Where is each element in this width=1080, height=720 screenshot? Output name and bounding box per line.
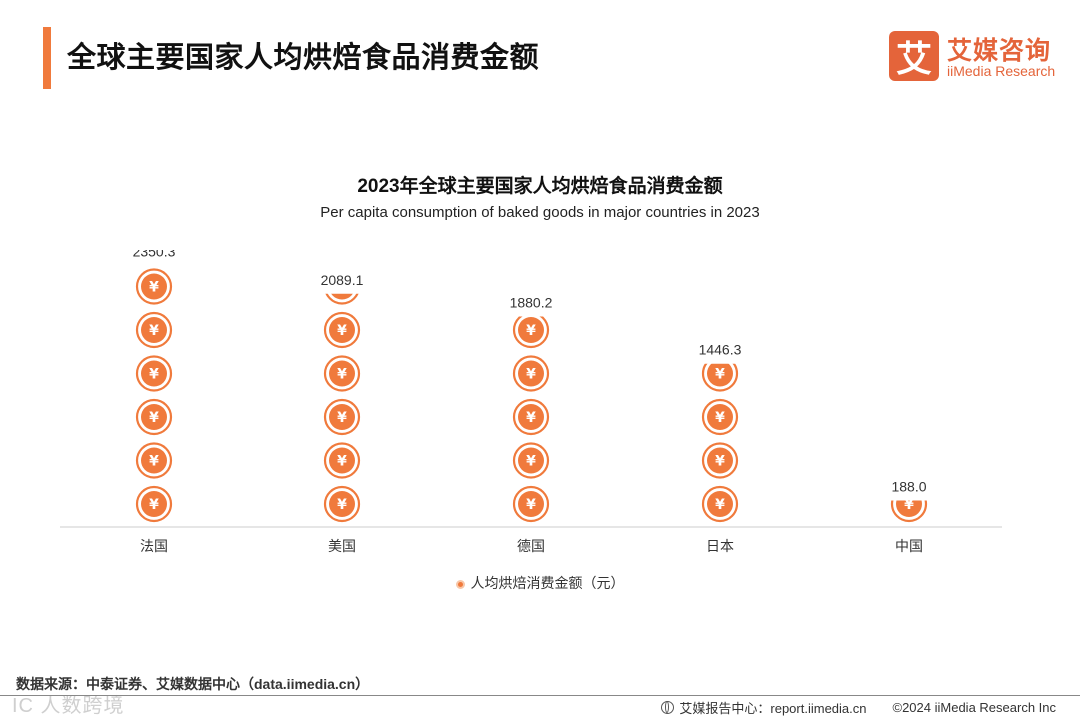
globe-icon bbox=[661, 701, 675, 714]
coin-icon: ¥ bbox=[512, 355, 550, 392]
x-tick-label: 德国 bbox=[517, 538, 545, 554]
coin-icon: ¥ bbox=[323, 311, 361, 349]
bar-德国: ¥ ¥ ¥ ¥ ¥ bbox=[512, 316, 550, 523]
coin-icon: ¥ bbox=[701, 485, 739, 523]
coin-icon: ¥ bbox=[512, 316, 550, 349]
title-accent-bar bbox=[43, 27, 51, 89]
x-tick-label: 日本 bbox=[706, 538, 734, 554]
legend-marker-icon bbox=[455, 579, 465, 589]
bar-中国: ¥ bbox=[890, 497, 928, 523]
svg-text:¥: ¥ bbox=[149, 367, 159, 383]
svg-text:¥: ¥ bbox=[715, 410, 725, 426]
x-tick-label: 美国 bbox=[328, 538, 356, 554]
coin-icon: ¥ bbox=[512, 398, 550, 436]
report-center-link[interactable]: 艾媒报告中心：report.iimedia.cn bbox=[679, 701, 867, 716]
svg-text:¥: ¥ bbox=[337, 323, 347, 339]
chart-subtitle: Per capita consumption of baked goods in… bbox=[320, 204, 760, 221]
svg-text:¥: ¥ bbox=[149, 280, 159, 296]
watermark: IC 人数跨境 bbox=[12, 695, 125, 717]
svg-text:¥: ¥ bbox=[337, 367, 347, 383]
coin-icon: ¥ bbox=[701, 363, 739, 392]
svg-text:¥: ¥ bbox=[526, 367, 536, 383]
data-label: 2089.1 bbox=[321, 272, 364, 288]
coin-icon: ¥ bbox=[512, 485, 550, 523]
svg-text:¥: ¥ bbox=[337, 497, 347, 513]
coin-icon: ¥ bbox=[512, 442, 550, 479]
logo-mark-icon: 艾 bbox=[889, 31, 939, 81]
coin-icon: ¥ bbox=[323, 355, 361, 392]
chart-legend: 人均烘焙消费金额（元） bbox=[0, 573, 1080, 593]
svg-text:¥: ¥ bbox=[715, 454, 725, 470]
data-label: 2350.3 bbox=[133, 250, 176, 259]
coin-icon: ¥ bbox=[701, 442, 739, 479]
bar-美国: ¥ ¥ ¥ ¥ ¥ ¥ bbox=[323, 280, 361, 523]
svg-text:¥: ¥ bbox=[526, 497, 536, 513]
footer-divider bbox=[0, 695, 1080, 696]
svg-text:¥: ¥ bbox=[337, 454, 347, 470]
data-label: 1880.2 bbox=[510, 295, 553, 311]
svg-text:¥: ¥ bbox=[149, 454, 159, 470]
coin-icon: ¥ bbox=[323, 485, 361, 523]
coin-icon: ¥ bbox=[135, 485, 173, 523]
coin-icon: ¥ bbox=[135, 268, 173, 305]
coin-icon: ¥ bbox=[135, 355, 173, 392]
svg-text:¥: ¥ bbox=[149, 410, 159, 426]
x-tick-label: 法国 bbox=[140, 538, 168, 554]
bar-日本: ¥ ¥ ¥ ¥ bbox=[701, 363, 739, 523]
svg-text:¥: ¥ bbox=[337, 410, 347, 426]
svg-text:¥: ¥ bbox=[904, 497, 914, 513]
copyright: ©2024 iiMedia Research Inc bbox=[892, 700, 1057, 715]
coin-icon: ¥ bbox=[323, 398, 361, 436]
svg-text:¥: ¥ bbox=[526, 323, 536, 339]
svg-text:¥: ¥ bbox=[149, 497, 159, 513]
footer-info: 艾媒报告中心：report.iimedia.cn ©2024 iiMedia R… bbox=[661, 698, 1056, 717]
coin-icon: ¥ bbox=[890, 497, 928, 523]
svg-text:¥: ¥ bbox=[337, 280, 347, 296]
coin-icon: ¥ bbox=[135, 442, 173, 479]
brand-logo: 艾 艾媒咨询 iiMedia Research bbox=[889, 31, 1059, 83]
bar-法国: ¥ ¥ ¥ ¥ ¥ ¥ bbox=[135, 268, 173, 523]
chart-title: 2023年全球主要国家人均烘焙食品消费金额 bbox=[357, 176, 723, 197]
data-source: 数据来源：中泰证券、艾媒数据中心（data.iimedia.cn） bbox=[16, 676, 370, 692]
coin-icon: ¥ bbox=[135, 311, 173, 349]
x-tick-label: 中国 bbox=[895, 538, 923, 554]
svg-text:¥: ¥ bbox=[715, 497, 725, 513]
coin-icon: ¥ bbox=[323, 442, 361, 479]
coin-icon: ¥ bbox=[325, 280, 359, 305]
coin-icon: ¥ bbox=[135, 398, 173, 436]
svg-text:¥: ¥ bbox=[149, 323, 159, 339]
svg-text:¥: ¥ bbox=[526, 454, 536, 470]
data-label: 188.0 bbox=[891, 479, 926, 495]
legend-label: 人均烘焙消费金额（元） bbox=[470, 575, 625, 591]
logo-name-cn: 艾媒咨询 bbox=[947, 37, 1052, 65]
data-label: 1446.3 bbox=[699, 342, 742, 358]
logo-name-en: iiMedia Research bbox=[947, 63, 1056, 79]
pictograph-chart: ¥ ¥ ¥ ¥ ¥ ¥2350.3 法国 ¥ ¥ ¥ ¥ ¥ ¥2089.1 美国 ¥ ¥ ¥ ¥ ¥1880.2 德… bbox=[60, 250, 1002, 554]
svg-text:¥: ¥ bbox=[526, 410, 536, 426]
svg-text:¥: ¥ bbox=[715, 367, 725, 383]
page-title: 全球主要国家人均烘焙食品消费金额 bbox=[67, 42, 540, 74]
coin-icon: ¥ bbox=[701, 398, 739, 436]
